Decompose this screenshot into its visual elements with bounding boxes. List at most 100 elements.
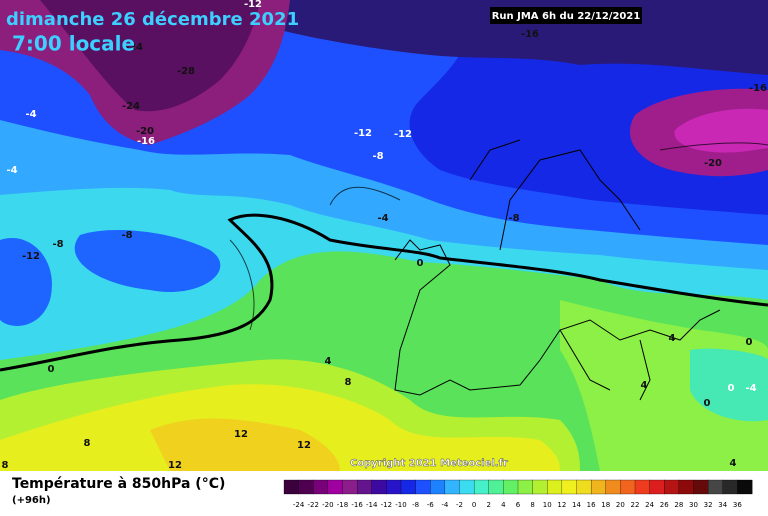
contour-label: -12 <box>22 251 40 262</box>
colorbar-label: -8 <box>412 501 419 509</box>
colorbar-label: 16 <box>587 501 596 509</box>
colorbar-label: -12 <box>381 501 392 509</box>
colorbar-swatch <box>415 479 431 495</box>
green-east <box>560 300 768 471</box>
contour-label: 0 <box>48 364 55 375</box>
colorbar-label: 12 <box>557 501 566 509</box>
colorbar-swatch <box>298 479 314 495</box>
colorbar-label: -14 <box>366 501 378 509</box>
contour-label: -12 <box>244 0 262 10</box>
contour-label: 4 <box>325 356 332 367</box>
colorbar-label: -6 <box>427 501 435 509</box>
colorbar-swatch <box>664 479 680 495</box>
colorbar-label: 34 <box>718 501 727 509</box>
teal-east <box>690 348 768 422</box>
colorbar-label: 18 <box>601 501 610 509</box>
colorbar-label: 6 <box>516 501 521 509</box>
contour-label: 0 <box>704 398 711 409</box>
contour-label: -8 <box>121 230 132 241</box>
orange-yellow-zone <box>150 418 340 471</box>
colorbar-swatch <box>386 479 402 495</box>
colorbar-swatch <box>649 479 665 495</box>
contour-label: -4 <box>377 213 388 224</box>
colorbar-label: 14 <box>572 501 581 509</box>
colorbar-swatch <box>693 479 709 495</box>
magenta-russia <box>674 108 768 153</box>
time: 7:00 locale <box>12 32 135 56</box>
colorbar-swatch <box>605 479 621 495</box>
blue-pocket <box>74 230 221 292</box>
colorbar-swatch <box>283 479 300 495</box>
contour-label: 4 <box>669 333 676 344</box>
colorbar-label: 0 <box>472 501 476 509</box>
map: -12-16-16-24-28-24-20-16-4-12 -12-8-20-4-… <box>0 0 768 471</box>
navy-zone <box>280 0 768 75</box>
contour-label: 4 <box>641 380 648 391</box>
contour-label: -20 <box>704 158 722 169</box>
colorbar-label: -2 <box>456 501 463 509</box>
colorbar-swatch <box>547 479 563 495</box>
contour-labels: -12-16-16-24-28-24-20-16-4-12 -12-8-20-4-… <box>2 0 768 471</box>
contour-label: -12 <box>354 128 372 139</box>
colorbar-label: 22 <box>631 501 640 509</box>
colorbar-label: 26 <box>660 501 669 509</box>
colorbar-swatch <box>444 479 460 495</box>
colorbar-swatch <box>430 479 446 495</box>
contour-label: -16 <box>521 29 539 40</box>
colorbar-label: -16 <box>351 501 363 509</box>
colorbar-swatch <box>356 479 373 495</box>
colorbar-label: 28 <box>674 501 683 509</box>
colorbar-swatch <box>722 479 738 495</box>
coastlines-north <box>469 139 641 251</box>
contour-label: -20 <box>136 126 154 137</box>
colorbar-swatch <box>532 479 548 495</box>
contour-label: 12 <box>297 440 311 451</box>
contour-label: 0 <box>728 383 735 394</box>
colorbar-swatch <box>576 479 592 495</box>
colorbar-label: 8 <box>530 501 534 509</box>
dark-purple-greenland <box>40 0 260 112</box>
colorbar-swatch <box>473 479 490 495</box>
contour-label: 0 <box>417 258 424 269</box>
contour-label: -28 <box>177 66 195 77</box>
colorbar-swatch <box>737 479 753 495</box>
colorbar-label: 20 <box>616 501 625 509</box>
colorbar-swatch <box>459 479 475 495</box>
colorbar-label: -10 <box>395 501 406 509</box>
contour-label: 4 <box>730 458 737 469</box>
run-box <box>490 7 642 24</box>
colorbar-swatch <box>371 479 387 495</box>
colorbar-label: 4 <box>501 501 506 509</box>
contour-label: 0 <box>746 337 753 348</box>
colorbar-label: -4 <box>441 501 449 509</box>
contour-label: -24 <box>122 101 140 112</box>
contour-label: 8 <box>84 438 91 449</box>
contours <box>229 142 768 331</box>
contour-label: -8 <box>372 151 383 162</box>
colorbar-label: 2 <box>487 501 491 509</box>
colorbar-swatch <box>488 479 504 495</box>
zero-contour <box>0 213 768 372</box>
colorbar-label: -18 <box>337 501 348 509</box>
colorbar-label: 30 <box>689 501 698 509</box>
run-info: Run JMA 6h du 22/12/2021 <box>492 11 641 22</box>
colorbar-swatch <box>400 479 417 495</box>
contour-label: -24 <box>125 42 143 53</box>
colorbar-swatch <box>517 479 534 495</box>
colorbar-label: 24 <box>645 501 654 509</box>
contour-label: -4 <box>6 165 17 176</box>
colorbar-swatch <box>503 479 519 495</box>
contour-label: -12 <box>394 129 412 140</box>
colorbar-label: -22 <box>308 501 319 509</box>
contour-label: -4 <box>25 109 36 120</box>
contour-label: 8 <box>345 377 352 388</box>
date: dimanche 26 décembre 2021 <box>6 9 299 30</box>
blue-pocket-west <box>0 238 52 326</box>
colorbar-swatch <box>313 479 329 495</box>
colorbar-swatch <box>561 479 577 495</box>
contour-label: -4 <box>745 383 756 394</box>
contour-label: 12 <box>234 429 248 440</box>
contour-label: 8 <box>2 460 9 471</box>
colorbar-swatch <box>634 479 651 495</box>
contour-label: 12 <box>168 460 182 471</box>
